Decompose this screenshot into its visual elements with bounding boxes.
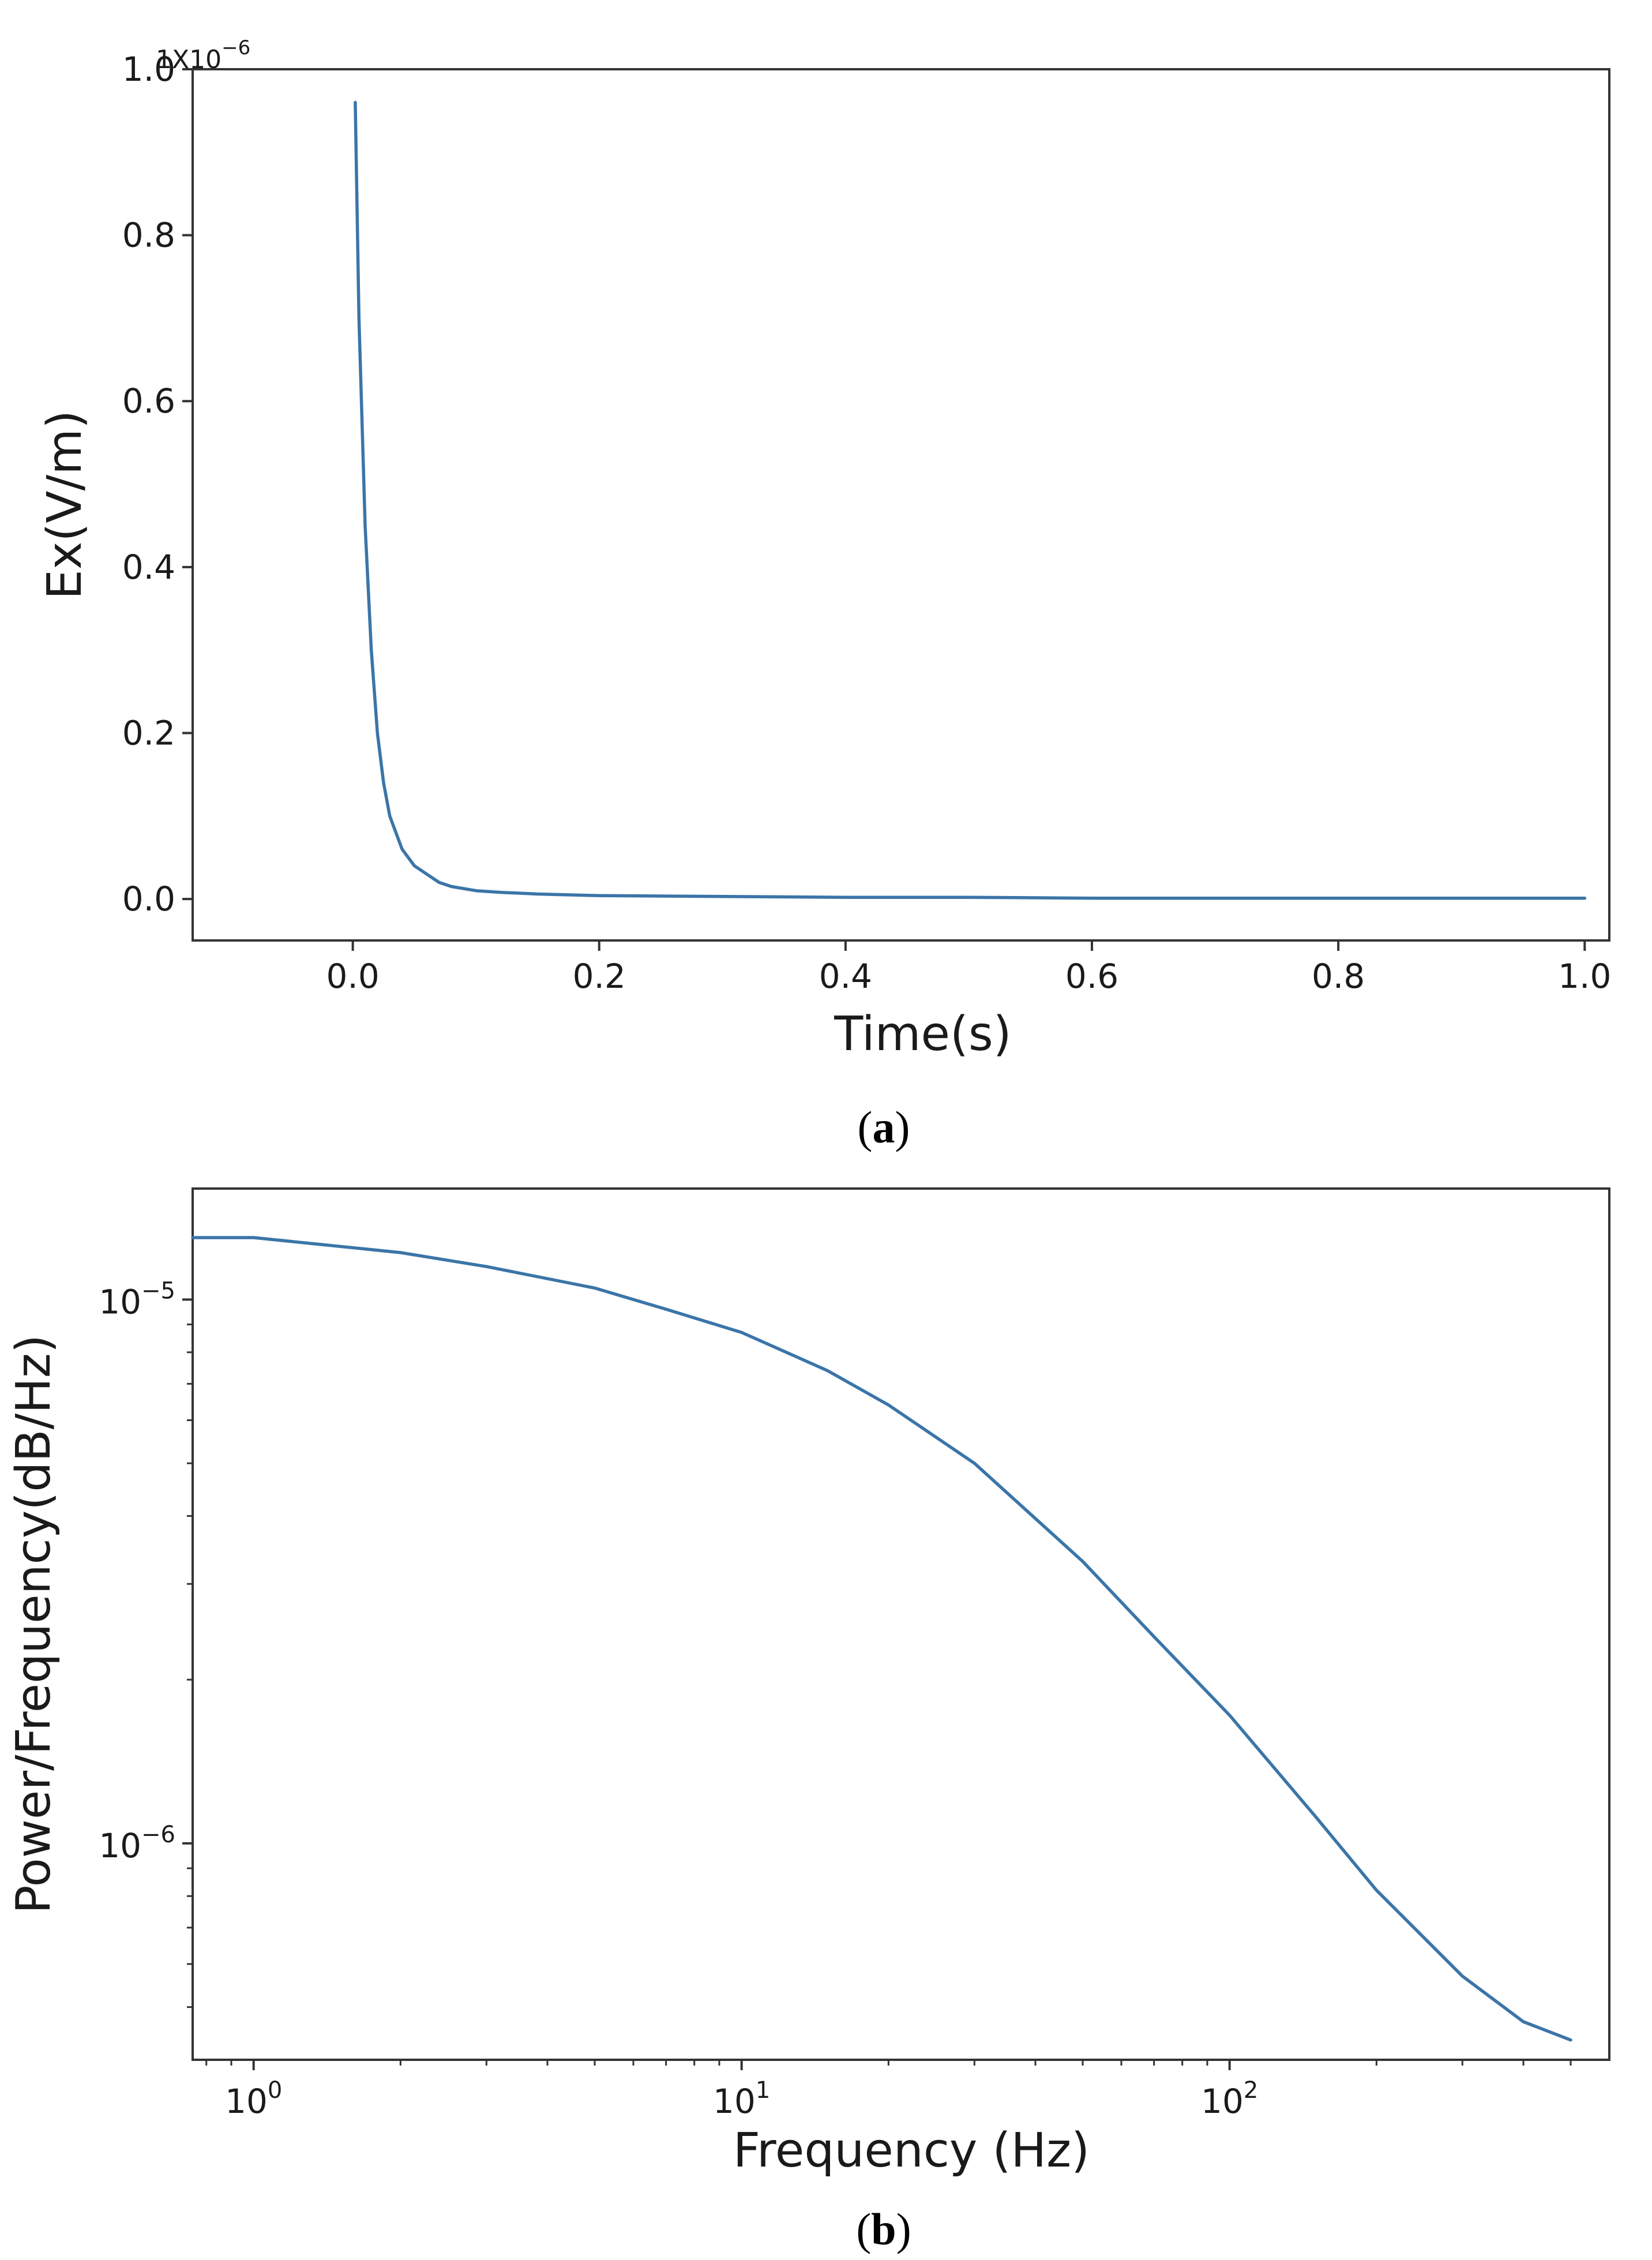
y-tick-a: 0.8 [122, 216, 193, 255]
caption-b: (b) [856, 2204, 911, 2254]
caption-a-letter: a [873, 1102, 895, 1152]
y-axis-title-b: Power/Frequency(dB/Hz) [6, 1335, 61, 1914]
series-line-ex [354, 100, 1587, 900]
y-tick-label-a: 0.4 [122, 548, 175, 587]
y-tick-a: 0.0 [122, 879, 193, 919]
x-tick-label-b: 102 [1201, 2077, 1258, 2121]
x-tick-a: 0.8 [1312, 940, 1365, 996]
y-tick-label-a: 0.8 [122, 216, 175, 255]
x-tick-label-a: 0.2 [573, 957, 626, 996]
x-axis-a: 0.0 0.2 0.4 0.6 0.8 1.0 [326, 940, 1611, 996]
x-tick-a: 0.4 [819, 940, 872, 996]
x-tick-label-a: 0.6 [1065, 957, 1118, 996]
x-tick-base-b: 10 [225, 2082, 268, 2121]
x-tick-exp-b: 2 [1244, 2077, 1258, 2104]
plot-frame-b [192, 1187, 1610, 2061]
x-axis-title-b: Frequency (Hz) [733, 2123, 1090, 2178]
series-line-psd [191, 1236, 1572, 2042]
y-tick-exp-b: −5 [141, 1277, 175, 1304]
caption-b-letter: b [871, 2204, 896, 2254]
x-tick-a: 1.0 [1558, 940, 1611, 996]
y-tick-label-b: 10−6 [99, 1822, 175, 1865]
panel-a: 1X10−6 0.0 0.2 0.4 0.6 0.8 1.0 0.0 0.2 0… [37, 36, 1611, 1152]
y-tick-exp-b: −6 [141, 1822, 175, 1848]
y-tick-label-a: 0.2 [122, 713, 175, 752]
y-tick-base-b: 10 [99, 1282, 141, 1321]
x-axis-b: 100 101 102 [225, 2060, 1258, 2121]
y-axis-title-a: Ex(V/m) [37, 410, 92, 599]
x-tick-label-a: 0.4 [819, 957, 872, 996]
x-tick-a: 0.2 [573, 940, 626, 996]
x-tick-label-b: 101 [713, 2077, 770, 2121]
y-tick-a: 0.2 [122, 713, 193, 752]
x-tick-label-a: 1.0 [1558, 957, 1611, 996]
caption-a: (a) [858, 1102, 910, 1152]
x-tick-b: 102 [1201, 2060, 1258, 2121]
x-tick-base-b: 10 [713, 2082, 756, 2121]
x-tick-exp-b: 1 [756, 2077, 770, 2104]
y-tick-a: 0.6 [122, 381, 193, 421]
y-axis-b: 10−6 10−5 [99, 1277, 193, 1865]
x-tick-label-b: 100 [225, 2077, 282, 2121]
y-axis-a: 0.0 0.2 0.4 0.6 0.8 1.0 [122, 50, 193, 919]
x-axis-title-a: Time(s) [833, 1007, 1011, 1062]
x-tick-base-b: 10 [1201, 2082, 1244, 2121]
x-tick-exp-b: 0 [268, 2077, 282, 2104]
y-tick-b: 10−5 [99, 1277, 193, 1321]
minor-ticks-b [187, 1324, 1572, 2066]
x-tick-b: 101 [713, 2060, 770, 2121]
y-offset-exponent-a: −6 [221, 36, 250, 59]
x-tick-a: 0.0 [326, 940, 380, 996]
panel-b: 100 101 102 10−6 10−5 Frequency (Hz) [6, 1187, 1610, 2254]
y-tick-a: 1.0 [122, 50, 193, 89]
y-tick-label-a: 0.6 [122, 381, 175, 421]
y-tick-label-a: 1.0 [122, 50, 175, 89]
y-tick-a: 0.4 [122, 548, 193, 587]
plot-frame-a [192, 68, 1610, 942]
x-tick-label-a: 0.8 [1312, 957, 1365, 996]
y-tick-label-b: 10−5 [99, 1277, 175, 1321]
x-tick-label-a: 0.0 [326, 957, 380, 996]
y-tick-label-a: 0.0 [122, 879, 175, 919]
y-tick-b: 10−6 [99, 1822, 193, 1865]
x-tick-a: 0.6 [1065, 940, 1118, 996]
y-tick-base-b: 10 [99, 1826, 141, 1865]
x-tick-b: 100 [225, 2060, 282, 2121]
